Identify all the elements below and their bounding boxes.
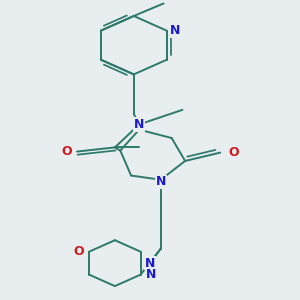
Text: N: N: [145, 257, 155, 270]
Text: N: N: [146, 268, 157, 281]
Text: O: O: [229, 146, 239, 159]
Text: O: O: [73, 245, 84, 258]
Text: N: N: [169, 24, 180, 37]
Text: N: N: [134, 118, 144, 131]
Text: N: N: [156, 175, 166, 188]
Text: O: O: [61, 145, 71, 158]
